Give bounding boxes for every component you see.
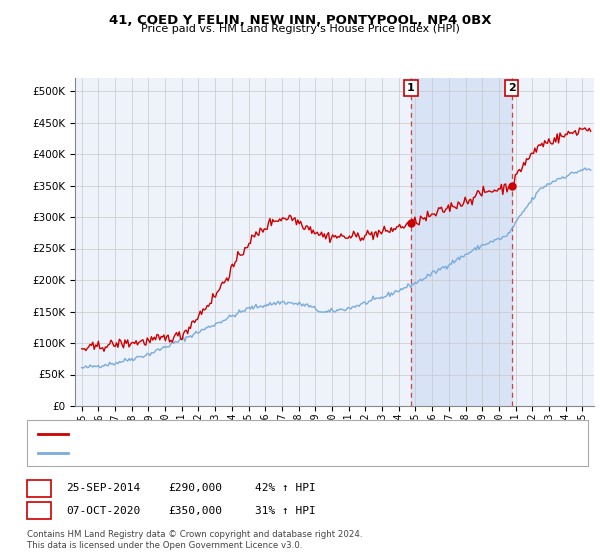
- Text: 41, COED Y FELIN, NEW INN, PONTYPOOL, NP4 0BX (detached house): 41, COED Y FELIN, NEW INN, PONTYPOOL, NP…: [74, 429, 434, 439]
- Text: 1: 1: [407, 83, 415, 93]
- Text: 31% ↑ HPI: 31% ↑ HPI: [255, 506, 316, 516]
- Text: 2: 2: [508, 83, 515, 93]
- Text: Contains HM Land Registry data © Crown copyright and database right 2024.: Contains HM Land Registry data © Crown c…: [27, 530, 362, 539]
- Bar: [411, 78, 512, 406]
- Text: 07-OCT-2020: 07-OCT-2020: [66, 506, 140, 516]
- Text: HPI: Average price, detached house, Torfaen: HPI: Average price, detached house, Torf…: [74, 448, 305, 458]
- Text: Price paid vs. HM Land Registry's House Price Index (HPI): Price paid vs. HM Land Registry's House …: [140, 24, 460, 34]
- Text: £290,000: £290,000: [168, 483, 222, 493]
- Text: £350,000: £350,000: [168, 506, 222, 516]
- Text: 2: 2: [35, 506, 43, 516]
- Text: 1: 1: [35, 483, 43, 493]
- Text: 41, COED Y FELIN, NEW INN, PONTYPOOL, NP4 0BX: 41, COED Y FELIN, NEW INN, PONTYPOOL, NP…: [109, 14, 491, 27]
- Text: 25-SEP-2014: 25-SEP-2014: [66, 483, 140, 493]
- Text: 42% ↑ HPI: 42% ↑ HPI: [255, 483, 316, 493]
- Text: This data is licensed under the Open Government Licence v3.0.: This data is licensed under the Open Gov…: [27, 541, 302, 550]
